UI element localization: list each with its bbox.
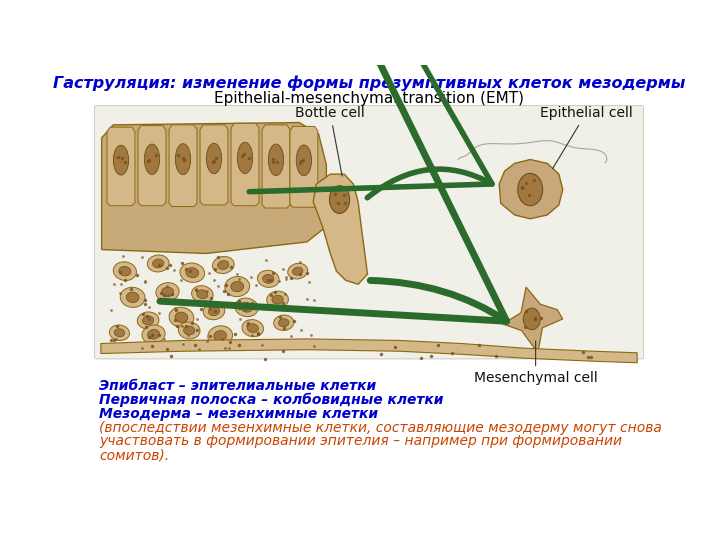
FancyArrowPatch shape [249,0,492,198]
Ellipse shape [330,186,350,213]
Ellipse shape [266,291,289,308]
Polygon shape [200,125,228,205]
Ellipse shape [240,302,253,312]
Ellipse shape [186,268,199,278]
Polygon shape [290,126,318,207]
Polygon shape [169,125,197,206]
Ellipse shape [238,142,253,173]
Ellipse shape [148,329,160,339]
Ellipse shape [148,255,169,272]
Ellipse shape [207,143,222,174]
Polygon shape [107,127,135,206]
Ellipse shape [208,307,220,316]
Text: (впоследствии мезенхимные клетки, составляющие мезодерму могут снова: (впоследствии мезенхимные клетки, состав… [99,421,662,435]
Ellipse shape [279,319,289,327]
Ellipse shape [184,326,195,335]
Ellipse shape [292,267,303,275]
Polygon shape [102,123,326,253]
Ellipse shape [231,281,243,292]
Ellipse shape [161,287,174,297]
Ellipse shape [197,290,208,299]
Ellipse shape [179,322,200,339]
Ellipse shape [242,320,264,336]
Ellipse shape [109,325,130,341]
Ellipse shape [212,256,234,274]
Ellipse shape [208,326,233,346]
Ellipse shape [126,292,139,302]
Polygon shape [262,125,290,208]
Ellipse shape [144,144,160,174]
Ellipse shape [192,286,213,303]
Ellipse shape [296,145,312,176]
Text: Epithelial cell: Epithelial cell [539,106,632,168]
Ellipse shape [214,330,227,341]
FancyBboxPatch shape [94,106,644,359]
Text: Mesenchymal cell: Mesenchymal cell [474,341,598,385]
Ellipse shape [523,308,540,330]
Ellipse shape [153,259,164,268]
Polygon shape [231,123,259,206]
Ellipse shape [180,263,204,282]
Text: Мезодерма – мезенхимные клетки: Мезодерма – мезенхимные клетки [99,407,379,421]
Ellipse shape [247,323,258,333]
Ellipse shape [169,307,194,327]
Text: участвовать в формировании эпителия – например при формировании: участвовать в формировании эпителия – на… [99,434,622,448]
Ellipse shape [156,282,179,301]
Ellipse shape [176,144,191,174]
Ellipse shape [518,173,543,206]
Ellipse shape [217,261,229,269]
Polygon shape [503,287,563,353]
Ellipse shape [175,312,188,322]
Ellipse shape [114,329,125,337]
Ellipse shape [143,316,154,325]
Ellipse shape [274,315,294,330]
Ellipse shape [203,303,225,320]
Text: Первичная полоска – колбовидные клетки: Первичная полоска – колбовидные клетки [99,393,444,407]
Ellipse shape [288,264,307,279]
Text: Гаструляция: изменение формы презумптивных клеток мезодермы: Гаструляция: изменение формы презумптивн… [53,76,685,91]
Ellipse shape [235,298,258,316]
Text: Epithelial-mesenchymal transition (EMT): Epithelial-mesenchymal transition (EMT) [214,91,524,106]
Ellipse shape [258,271,279,287]
Polygon shape [138,126,166,206]
Text: сомитов).: сомитов). [99,448,169,462]
Ellipse shape [113,262,136,280]
Ellipse shape [225,276,250,296]
Ellipse shape [113,145,129,175]
Ellipse shape [138,312,159,329]
Text: Bottle cell: Bottle cell [295,106,365,176]
FancyArrowPatch shape [160,10,507,321]
Ellipse shape [272,295,283,304]
Ellipse shape [120,287,145,307]
Text: Эпибласт – эпителиальные клетки: Эпибласт – эпителиальные клетки [99,379,377,393]
Polygon shape [499,159,563,219]
Polygon shape [101,339,637,363]
Polygon shape [313,174,367,284]
Ellipse shape [119,266,131,276]
Ellipse shape [263,274,274,284]
Ellipse shape [269,144,284,176]
Ellipse shape [142,325,165,343]
